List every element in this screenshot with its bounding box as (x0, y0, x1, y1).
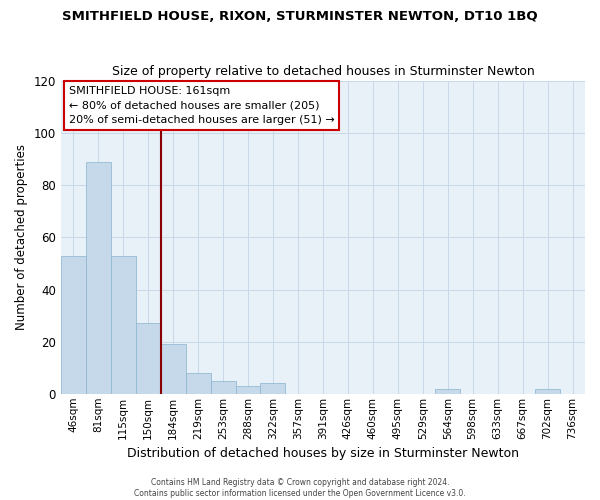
Bar (161, 344, 185, 394)
Bar (535, 388, 560, 394)
Bar (236, 386, 260, 394)
Bar (435, 388, 460, 394)
Text: SMITHFIELD HOUSE: 161sqm
← 80% of detached houses are smaller (205)
20% of semi-: SMITHFIELD HOUSE: 161sqm ← 80% of detach… (68, 86, 334, 126)
Text: Contains HM Land Registry data © Crown copyright and database right 2024.
Contai: Contains HM Land Registry data © Crown c… (134, 478, 466, 498)
Text: SMITHFIELD HOUSE, RIXON, STURMINSTER NEWTON, DT10 1BQ: SMITHFIELD HOUSE, RIXON, STURMINSTER NEW… (62, 10, 538, 23)
Bar (61, 256, 86, 394)
Bar (185, 373, 211, 394)
Bar (211, 380, 236, 394)
Bar (86, 162, 111, 394)
Title: Size of property relative to detached houses in Sturminster Newton: Size of property relative to detached ho… (112, 66, 534, 78)
Bar (136, 324, 161, 394)
Bar (260, 384, 286, 394)
X-axis label: Distribution of detached houses by size in Sturminster Newton: Distribution of detached houses by size … (127, 447, 519, 460)
Bar (111, 256, 136, 394)
Y-axis label: Number of detached properties: Number of detached properties (15, 144, 28, 330)
